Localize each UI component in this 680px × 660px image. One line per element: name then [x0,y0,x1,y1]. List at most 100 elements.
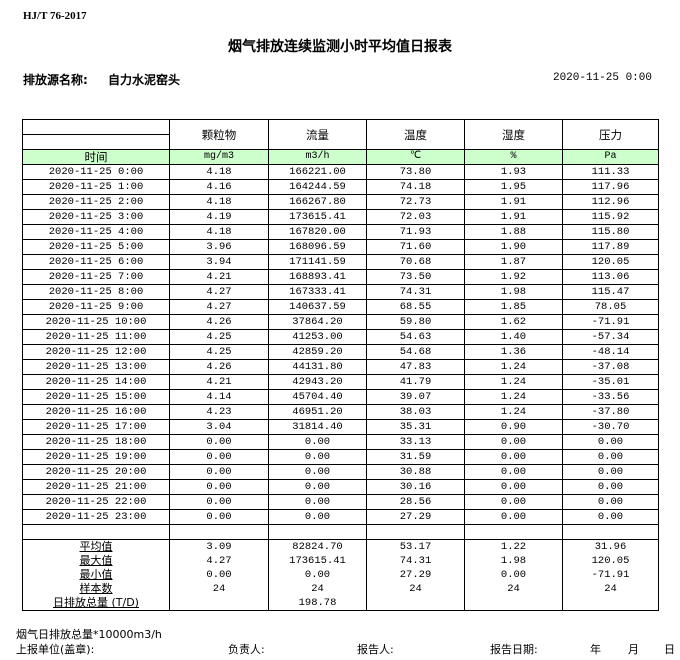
value-cell [268,524,367,540]
value-cell: 27.29 [366,509,465,525]
value-cell: 53.17 [366,539,465,554]
value-cell: 4.19 [169,209,269,225]
value-cell: 27.29 [366,568,465,582]
value-cell: 1.90 [464,239,563,255]
source-label: 排放源名称: [23,73,88,87]
value-cell: 28.56 [366,494,465,510]
table-row: 2020-11-25 4:00 4.18 167820.00 71.93 1.88 115… [22,224,659,240]
value-cell: 74.18 [366,179,465,195]
table-row: 2020-11-25 22:00 0.00 0.00 28.56 0.00 0.00 [22,494,659,510]
column-header: 流量 [268,119,367,150]
value-cell [562,596,659,611]
value-cell: 0.00 [562,494,659,510]
value-cell: 120.05 [562,554,659,568]
value-cell: 111.33 [562,164,659,180]
report-title: 烟气排放连续监测小时平均值日报表 [228,39,452,55]
blank-row [22,524,659,540]
value-cell: 30.16 [366,479,465,495]
value-cell: 1.24 [464,374,563,390]
unit-cell: % [464,149,563,165]
unit-cell: ℃ [366,149,465,165]
value-cell: 39.07 [366,389,465,405]
value-cell [366,524,465,540]
value-cell: 140637.59 [268,299,367,315]
value-cell: 117.96 [562,179,659,195]
value-cell: 0.00 [268,479,367,495]
value-cell: 0.90 [464,419,563,435]
value-cell: 71.93 [366,224,465,240]
value-cell: 73.80 [366,164,465,180]
value-cell: 31.59 [366,449,465,465]
stat-label: 最小值 [22,568,170,582]
value-cell: 0.00 [562,464,659,480]
stat-label: 平均值 [22,539,170,554]
value-cell: 74.31 [366,284,465,300]
value-cell: 1.85 [464,299,563,315]
stat-row: 日排放总量 (T/D) 198.78 [22,596,659,611]
value-cell: 42859.20 [268,344,367,360]
value-cell: 24 [366,582,465,596]
value-cell: 198.78 [268,596,367,611]
value-cell: 3.09 [169,539,269,554]
table-row: 2020-11-25 16:00 4.23 46951.20 38.03 1.24 -37… [22,404,659,420]
value-cell: 3.96 [169,239,269,255]
value-cell: 120.05 [562,254,659,270]
time-cell: 2020-11-25 15:00 [22,389,170,405]
time-cell: 2020-11-25 1:00 [22,179,170,195]
value-cell: 0.00 [562,434,659,450]
value-cell: 73.50 [366,269,465,285]
value-cell: 1.93 [464,164,563,180]
day-label: 日 [664,643,675,656]
value-cell: 4.14 [169,389,269,405]
report-date-label: 报告日期: [490,643,538,656]
value-cell: 59.80 [366,314,465,330]
value-cell: 1.87 [464,254,563,270]
value-cell: 46951.20 [268,404,367,420]
value-cell: -48.14 [562,344,659,360]
unit-label: 上报单位(盖章): [16,643,95,656]
stat-row: 平均值 3.09 82824.70 53.17 1.22 31.96 [22,539,659,554]
value-cell [464,524,563,540]
value-cell: 0.00 [169,509,269,525]
time-cell: 2020-11-25 2:00 [22,194,170,210]
time-cell: 2020-11-25 11:00 [22,329,170,345]
value-cell: 82824.70 [268,539,367,554]
report-datetime: 2020-11-25 0:00 [552,72,652,84]
value-cell: 1.24 [464,389,563,405]
value-cell: 1.91 [464,209,563,225]
value-cell [562,524,659,540]
column-header: 颗粒物 [169,119,269,150]
time-cell: 2020-11-25 13:00 [22,359,170,375]
value-cell: 0.00 [268,494,367,510]
value-cell: 30.88 [366,464,465,480]
column-header: 湿度 [464,119,563,150]
stat-label: 日排放总量 (T/D) [22,596,170,611]
value-cell: 33.13 [366,434,465,450]
month-label: 月 [628,643,639,656]
table-row: 2020-11-25 12:00 4.25 42859.20 54.68 1.36 -48… [22,344,659,360]
table-row: 2020-11-25 14:00 4.21 42943.20 41.79 1.24 -35… [22,374,659,390]
time-header: 时间 [22,149,170,165]
value-cell: 0.00 [169,479,269,495]
value-cell: 54.63 [366,329,465,345]
value-cell: 41.79 [366,374,465,390]
value-cell: 45704.40 [268,389,367,405]
time-cell: 2020-11-25 8:00 [22,284,170,300]
value-cell: 0.00 [169,494,269,510]
value-cell: 4.18 [169,224,269,240]
table-row: 2020-11-25 8:00 4.27 167333.41 74.31 1.98 115… [22,284,659,300]
value-cell: 24 [268,582,367,596]
responsible-label: 负责人: [228,643,265,656]
value-cell: 0.00 [464,494,563,510]
value-cell [169,524,269,540]
table-row: 2020-11-25 19:00 0.00 0.00 31.59 0.00 0.00 [22,449,659,465]
time-cell: 2020-11-25 16:00 [22,404,170,420]
value-cell: 167333.41 [268,284,367,300]
value-cell [366,596,465,611]
value-cell: 113.06 [562,269,659,285]
value-cell: 4.18 [169,164,269,180]
time-cell: 2020-11-25 7:00 [22,269,170,285]
table-row: 2020-11-25 5:00 3.96 168096.59 71.60 1.90 117… [22,239,659,255]
value-cell: 0.00 [169,449,269,465]
stat-row: 最大值 4.27 173615.41 74.31 1.98 120.05 [22,554,659,568]
